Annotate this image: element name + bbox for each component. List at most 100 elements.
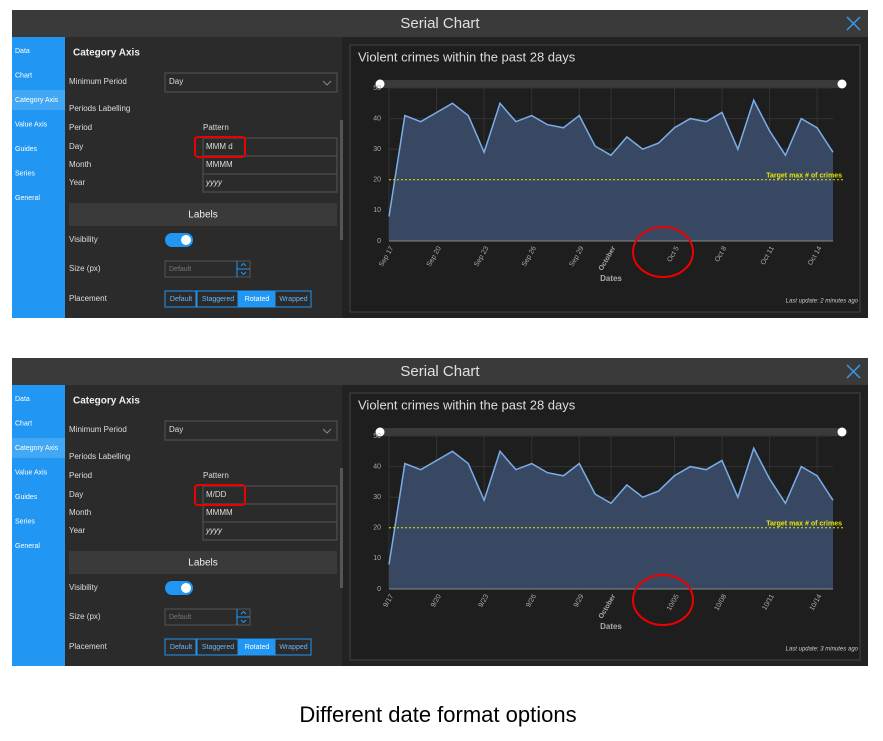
window-title: Serial Chart	[400, 15, 480, 32]
dropdown-arrow	[322, 80, 332, 86]
labels-bar	[69, 203, 337, 226]
period-name: Day	[69, 490, 83, 499]
placement-option: Rotated	[245, 644, 270, 651]
title-bar	[12, 10, 868, 37]
pattern-value: yyyy	[205, 526, 223, 535]
caption: Different date format options	[299, 702, 576, 727]
y-tick-label: 20	[373, 525, 381, 532]
sidebar	[12, 37, 65, 318]
sidebar-item[interactable]: Data	[15, 48, 30, 55]
period-name: Month	[69, 508, 91, 517]
sidebar-item[interactable]: Chart	[15, 72, 32, 79]
placement-button[interactable]	[238, 290, 275, 308]
guide-label: Target max # of crimes	[766, 173, 842, 180]
label: Visibility	[69, 583, 98, 592]
placement-option: Staggered	[202, 296, 234, 303]
sidebar-selected	[12, 90, 65, 110]
placement-button[interactable]	[196, 638, 239, 656]
column-header: Period	[69, 471, 92, 480]
y-tick-label: 40	[373, 463, 381, 470]
label: Minimum Period	[69, 77, 127, 86]
dropdown[interactable]	[164, 72, 338, 93]
label: Periods Labelling	[69, 452, 130, 461]
y-tick-label: 10	[373, 207, 381, 214]
spinner	[236, 609, 250, 625]
scroll-handle[interactable]	[837, 79, 847, 89]
scroll-handle[interactable]	[837, 427, 847, 437]
pattern-value: MMMM	[206, 160, 233, 169]
close-icon[interactable]	[846, 364, 861, 379]
guide-label: Target max # of crimes	[766, 521, 842, 528]
footnote: Last update: 2 minutes ago	[786, 299, 859, 305]
sidebar-item[interactable]: General	[15, 543, 40, 550]
x-axis-title: Dates	[600, 274, 622, 283]
y-tick-label: 50	[373, 85, 381, 92]
y-tick-label: 10	[373, 555, 381, 562]
y-tick-label: 50	[373, 433, 381, 440]
placement-button[interactable]	[274, 638, 312, 656]
sidebar-item[interactable]: Category Axis	[15, 97, 59, 104]
label: Minimum Period	[69, 425, 127, 434]
label: Size (px)	[69, 264, 101, 273]
placement-button[interactable]	[164, 290, 197, 308]
scrollbar-track	[380, 80, 842, 88]
scrollbar	[340, 468, 343, 588]
placement-option: Staggered	[202, 644, 234, 651]
placement-button[interactable]	[196, 290, 239, 308]
sidebar-item[interactable]: Series	[15, 518, 35, 525]
placement-option: Rotated	[245, 296, 270, 303]
pattern-input[interactable]	[202, 521, 338, 541]
line	[388, 446, 834, 565]
highlight-box	[194, 136, 246, 158]
pattern-input[interactable]	[202, 173, 338, 193]
sidebar-item[interactable]: Series	[15, 170, 35, 177]
column-header: Period	[69, 123, 92, 132]
x-axis-title: Dates	[600, 622, 622, 631]
spinner	[236, 261, 250, 277]
placement-button[interactable]	[274, 290, 312, 308]
section-title: Category Axis	[73, 396, 140, 407]
line	[388, 98, 834, 217]
panel: Serial Chart Data Chart Category Axis Value …	[12, 10, 868, 318]
labels-heading: Labels	[188, 210, 217, 221]
sidebar-item[interactable]: Value Axis	[15, 469, 48, 476]
sidebar-item[interactable]: General	[15, 195, 40, 202]
period-name: Year	[69, 178, 86, 187]
dropdown[interactable]	[164, 420, 338, 441]
dropdown-arrow	[322, 428, 332, 434]
sidebar	[12, 385, 65, 666]
area	[389, 448, 833, 589]
period-name: Month	[69, 160, 91, 169]
label: Periods Labelling	[69, 104, 130, 113]
sidebar-item[interactable]: Value Axis	[15, 121, 48, 128]
footnote: Last update: 3 minutes ago	[786, 647, 859, 653]
y-tick-label: 30	[373, 494, 381, 501]
pattern-value: MMMM	[206, 508, 233, 517]
scroll-handle[interactable]	[375, 427, 385, 437]
sidebar-item[interactable]: Guides	[15, 146, 38, 153]
dropdown-value: Day	[169, 77, 183, 86]
window-title: Serial Chart	[400, 363, 480, 380]
y-tick-label: 40	[373, 115, 381, 122]
column-header: Pattern	[203, 471, 229, 480]
placement-option: Wrapped	[279, 296, 307, 303]
sidebar-item[interactable]: Data	[15, 396, 30, 403]
y-tick-label: 0	[377, 586, 381, 593]
label: Placement	[69, 642, 108, 651]
toggle-knob	[181, 583, 191, 593]
close-icon[interactable]	[846, 16, 861, 31]
scrollbar-track	[380, 428, 842, 436]
y-tick-label: 0	[377, 238, 381, 245]
placement-button[interactable]	[238, 638, 275, 656]
sidebar-selected	[12, 438, 65, 458]
highlight-circle	[632, 226, 694, 278]
scroll-handle[interactable]	[375, 79, 385, 89]
pattern-value: MMM d	[206, 142, 233, 151]
labels-bar	[69, 551, 337, 574]
placement-button[interactable]	[164, 638, 197, 656]
sidebar-item[interactable]: Chart	[15, 420, 32, 427]
y-tick-label: 20	[373, 177, 381, 184]
sidebar-item[interactable]: Guides	[15, 494, 38, 501]
pattern-value: M/DD	[206, 490, 227, 499]
sidebar-item[interactable]: Category Axis	[15, 445, 59, 452]
